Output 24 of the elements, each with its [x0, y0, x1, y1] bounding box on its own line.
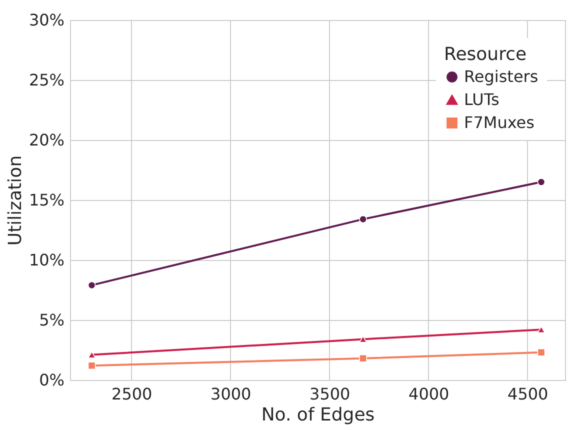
x-tick-label: 3500	[310, 384, 350, 404]
x-tick-label: 2500	[112, 384, 152, 404]
y-tick-label: 0%	[39, 370, 64, 390]
point	[359, 354, 367, 362]
x-tick-label: 3000	[210, 384, 252, 404]
x-tick-label: 4000	[408, 384, 450, 404]
legend-label: F7Muxes	[464, 113, 534, 132]
y-axis-title: Utilization	[4, 155, 26, 246]
y-tick-label: 30%	[28, 10, 64, 30]
y-tick-label: 15%	[28, 190, 64, 210]
y-tick-label: 10%	[28, 250, 64, 270]
point	[88, 281, 96, 290]
legend-label: LUTs	[464, 90, 500, 109]
y-tick-label: 5%	[39, 310, 64, 330]
x-tick-label: 4500	[508, 384, 548, 404]
x-axis-title: No. of Edges	[261, 404, 375, 426]
point	[537, 178, 546, 186]
point	[359, 215, 367, 224]
legend-label: Registers	[464, 67, 538, 86]
y-tick-label: 20%	[28, 130, 64, 150]
point	[537, 348, 546, 356]
legend-title: Resource	[444, 44, 527, 65]
y-tick-label: 25%	[28, 70, 64, 90]
point	[88, 362, 96, 370]
